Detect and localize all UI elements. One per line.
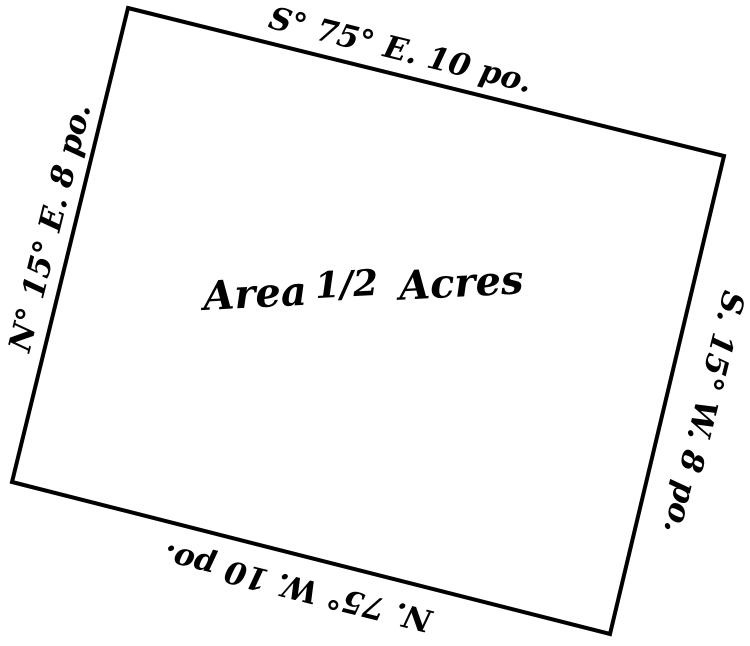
area-value: 1/2 — [314, 262, 379, 307]
area-unit: Acres — [394, 256, 525, 310]
area-label: Area 1/2 Acres — [198, 256, 525, 321]
parcel-boundary — [9, 5, 727, 637]
area-label-word: Area — [198, 268, 308, 321]
boundary-label-right: S. 15° W. 8 po. — [656, 287, 750, 537]
boundary-label-bottom: N. 75° W. 10 po. — [160, 537, 437, 639]
